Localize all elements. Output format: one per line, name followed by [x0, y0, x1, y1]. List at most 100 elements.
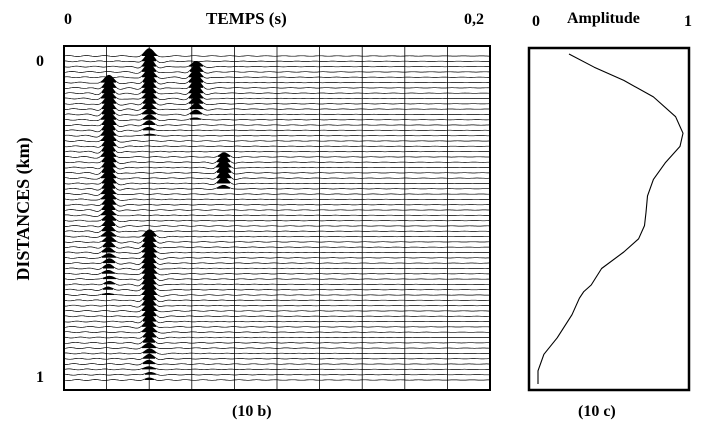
trace-fill	[142, 343, 156, 349]
seismic-trace	[63, 325, 490, 334]
seismic-trace	[63, 116, 490, 127]
trace-fill	[142, 69, 157, 78]
trace-fill	[101, 231, 116, 237]
trace-fill	[142, 303, 157, 311]
trace-fill	[142, 275, 156, 285]
amplitude-frame	[527, 46, 691, 392]
trace-fill	[102, 142, 115, 152]
seismic-trace	[63, 84, 491, 96]
seismic-trace	[63, 186, 490, 196]
seismic-trace	[63, 275, 490, 287]
seismic-trace	[63, 303, 490, 313]
trace-fill	[102, 154, 116, 163]
seismic-trace	[63, 286, 490, 297]
trace-fill	[103, 264, 114, 269]
trace-fill	[143, 74, 156, 83]
seismic-trace	[63, 148, 490, 159]
trace-fill	[216, 159, 231, 168]
seismic-trace	[63, 291, 490, 303]
seismic-trace	[63, 196, 490, 207]
seismic-trace	[63, 175, 490, 186]
trace-fill	[102, 95, 116, 104]
seismic-trace	[63, 202, 491, 212]
caption-10b: (10 b)	[232, 403, 272, 420]
trace-fill	[102, 137, 116, 147]
trace-fill	[142, 79, 156, 88]
seismic-trace	[63, 342, 490, 350]
trace-fill	[102, 116, 116, 125]
amplitude-tick-start: 0	[532, 13, 540, 30]
seismic-trace	[63, 233, 490, 244]
trace-fill	[142, 286, 157, 295]
trace-fill	[142, 102, 156, 110]
trace-fill	[101, 111, 116, 120]
seismic-trace	[64, 348, 491, 355]
trace-fill	[142, 85, 156, 94]
seismic-trace	[64, 308, 490, 318]
trace-fill	[143, 331, 156, 338]
trace-fill	[101, 75, 116, 83]
seismic-trace	[63, 142, 491, 154]
amplitude-axis-label: Amplitude	[567, 10, 640, 27]
trace-fill	[217, 176, 230, 184]
distance-tick-start: 0	[36, 53, 44, 70]
trace-fill	[102, 84, 115, 94]
seismic-section	[63, 46, 491, 390]
trace-fill	[142, 91, 157, 99]
trace-fill	[217, 155, 230, 163]
trace-fill	[189, 90, 203, 99]
temps-tick-end: 0,2	[464, 11, 484, 28]
trace-fill	[142, 254, 156, 264]
amplitude-tick-end: 1	[684, 13, 692, 30]
seismic-trace	[64, 100, 491, 111]
seismic-trace	[63, 48, 490, 58]
trace-fill	[189, 97, 203, 104]
seismic-trace	[63, 73, 490, 85]
seismic-trace	[63, 105, 490, 117]
trace-fill	[101, 148, 116, 157]
trace-fill	[102, 100, 116, 110]
trace-fill	[189, 69, 203, 78]
trace-fill	[143, 291, 156, 301]
seismic-trace	[63, 164, 491, 175]
seismic-trace	[64, 297, 490, 308]
seismic-trace	[63, 90, 490, 101]
trace-fill	[142, 325, 157, 333]
seismic-trace	[63, 208, 491, 217]
seismic-trace	[63, 377, 490, 381]
seismic-trace	[63, 52, 491, 64]
trace-fill	[102, 121, 115, 131]
trace-fill	[102, 197, 116, 205]
trace-fill	[142, 265, 157, 274]
trace-fill	[102, 202, 115, 210]
trace-fill	[101, 208, 116, 216]
amplitude-plot	[537, 53, 684, 384]
trace-fill	[142, 57, 156, 67]
trace-fill	[142, 319, 156, 327]
caption-10c: (10 c)	[578, 403, 616, 420]
seismic-trace	[63, 126, 490, 138]
seismic-trace	[63, 259, 490, 271]
distance-tick-end: 1	[36, 369, 44, 386]
trace-fill	[143, 96, 156, 104]
seismic-trace	[63, 180, 491, 191]
seismic-trace	[64, 239, 491, 249]
seismic-trace	[63, 270, 491, 281]
amplitude-curve	[537, 53, 684, 384]
seismic-trace	[63, 68, 490, 79]
trace-fill	[102, 158, 116, 168]
seismic-trace	[63, 137, 490, 149]
seismic-trace	[63, 63, 491, 74]
trace-fill	[142, 48, 157, 56]
trace-fill	[101, 192, 116, 200]
seismic-trace	[63, 224, 490, 233]
trace-fill	[102, 236, 116, 242]
seismic-trace	[63, 191, 490, 201]
temps-tick-start: 0	[64, 11, 72, 28]
seismic-trace	[63, 244, 490, 254]
seismic-trace	[63, 281, 490, 292]
trace-fill	[102, 79, 116, 88]
trace-fill	[189, 74, 203, 83]
seismic-trace	[63, 330, 490, 340]
trace-fill	[101, 132, 116, 141]
